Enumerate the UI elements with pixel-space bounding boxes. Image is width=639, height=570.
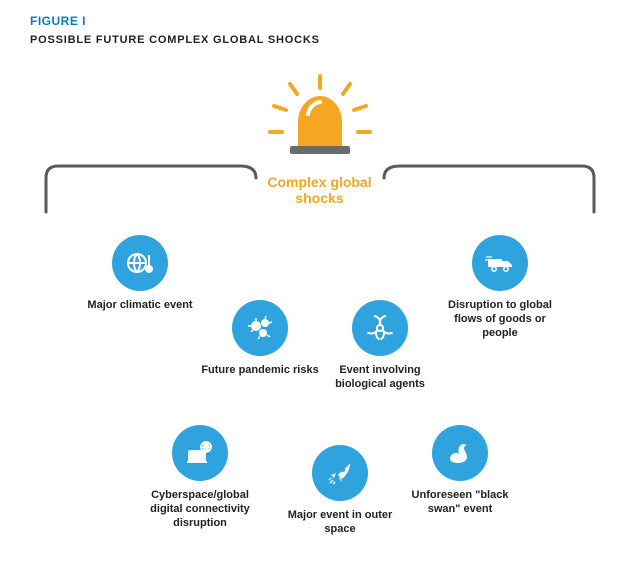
biohazard-icon xyxy=(352,300,408,356)
node-label: Major event in outer space xyxy=(280,509,400,537)
node-label: Event involving biological agents xyxy=(320,364,440,392)
virus-icon xyxy=(232,300,288,356)
center-label: Complex global shocks xyxy=(250,174,390,206)
center-label-line2: shocks xyxy=(295,190,343,206)
node-cyber: Cyberspace/global digital connectivity d… xyxy=(140,425,260,530)
node-bio: Event involving biological agents xyxy=(320,300,440,392)
node-label: Cyberspace/global digital connectivity d… xyxy=(140,489,260,530)
figure-label: FIGURE I xyxy=(30,14,86,28)
node-label: Disruption to global flows of goods or p… xyxy=(440,299,560,340)
node-label: Major climatic event xyxy=(80,299,200,313)
node-label: Unforeseen "black swan" event xyxy=(400,489,520,517)
alarm-icon xyxy=(260,72,380,162)
rocket-icon xyxy=(312,445,368,501)
laptop-globe-icon xyxy=(172,425,228,481)
node-space: Major event in outer space xyxy=(280,445,400,537)
truck-icon xyxy=(472,235,528,291)
node-climatic: Major climatic event xyxy=(80,235,200,313)
node-label: Future pandemic risks xyxy=(200,364,320,378)
node-pandemic: Future pandemic risks xyxy=(200,300,320,378)
figure-title: POSSIBLE FUTURE COMPLEX GLOBAL SHOCKS xyxy=(30,34,320,46)
node-supply: Disruption to global flows of goods or p… xyxy=(440,235,560,340)
center-label-line1: Complex global xyxy=(267,174,371,190)
globe-thermo-icon xyxy=(112,235,168,291)
node-blackswan: Unforeseen "black swan" event xyxy=(400,425,520,517)
swan-icon xyxy=(432,425,488,481)
